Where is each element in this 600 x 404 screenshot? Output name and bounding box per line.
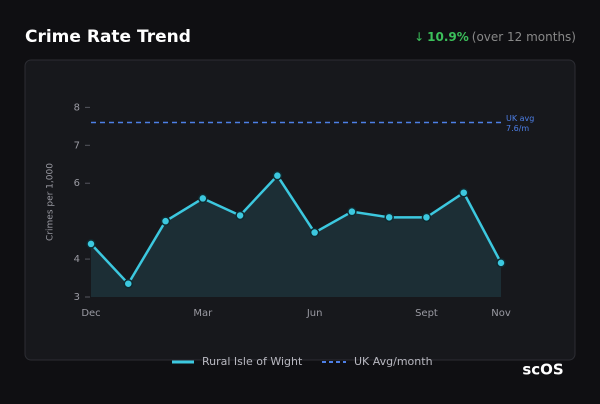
point xyxy=(458,187,469,198)
point xyxy=(347,206,357,217)
point xyxy=(421,212,432,223)
y-axis-label: Crimes per 1,000 xyxy=(46,163,56,241)
point xyxy=(496,258,506,268)
legend-label: UK Avg/month xyxy=(354,355,433,368)
point xyxy=(309,227,320,238)
area xyxy=(91,175,501,297)
y-tick-label: 3 xyxy=(74,292,80,303)
x-tick-label: Mar xyxy=(193,308,213,319)
y-tick-label: 4 xyxy=(74,254,80,265)
point xyxy=(384,212,394,223)
legend-label: Rural Isle of Wight xyxy=(202,355,303,368)
arrow: ↓ xyxy=(414,30,424,44)
y-tick-label: 6 xyxy=(74,178,80,189)
line xyxy=(90,173,503,286)
reference-annotation: UK avg xyxy=(506,114,534,123)
point xyxy=(86,239,96,249)
plot: 3 4 6 7 8 Crimes per 1,000 Dec Mar Jun Sept Nov UK … xyxy=(46,102,535,368)
point xyxy=(198,193,208,204)
change-summary: ↓ 10.9% (over 12 months) xyxy=(414,30,576,44)
point xyxy=(272,170,283,181)
x-tick-label: Jun xyxy=(306,308,323,319)
logo: scOS xyxy=(522,361,563,379)
change: 10.9% xyxy=(427,30,469,44)
point xyxy=(123,278,134,289)
y-tick-label: 8 xyxy=(74,102,80,113)
reference-annotation: 7.6/m xyxy=(506,124,529,133)
y-tick-label: 7 xyxy=(74,140,80,151)
x-tick-label: Sept xyxy=(415,308,438,319)
x-tick-label: Dec xyxy=(81,308,100,319)
title: Crime Rate Trend xyxy=(25,27,191,47)
point xyxy=(235,210,245,221)
point xyxy=(160,216,171,226)
x-tick-label: Nov xyxy=(491,308,511,319)
period: (over 12 months) xyxy=(472,30,576,44)
